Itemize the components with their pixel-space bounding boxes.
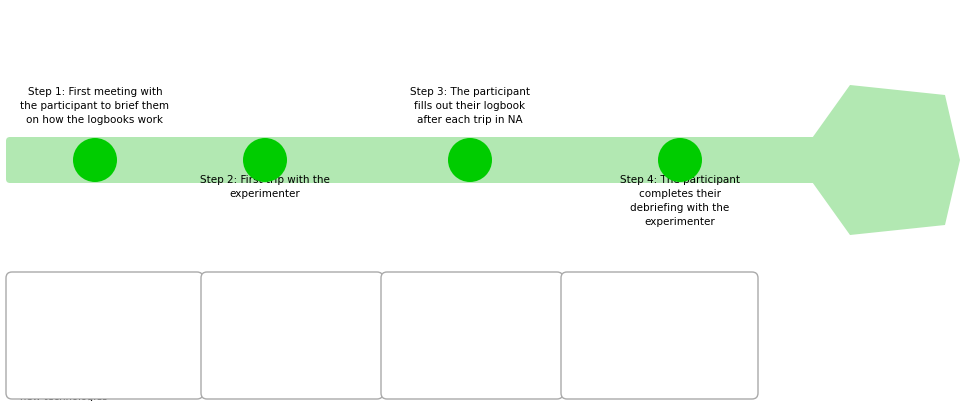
Text: Acceptance survey

Satisfaction survey: Acceptance survey Satisfaction survey [215, 288, 311, 328]
FancyBboxPatch shape [201, 272, 383, 399]
FancyBboxPatch shape [6, 272, 203, 399]
Text: Step 2: First trip with the
experimenter: Step 2: First trip with the experimenter [200, 175, 330, 199]
Text: Acceptance survey: Acceptance survey [575, 288, 670, 298]
Ellipse shape [73, 138, 117, 182]
Text: Step 3: The participant
fills out their logbook
after each trip in NA: Step 3: The participant fills out their … [410, 87, 530, 125]
Text: Step 1: First meeting with
the participant to brief them
on how the logbooks wor: Step 1: First meeting with the participa… [20, 87, 170, 125]
FancyBboxPatch shape [561, 272, 758, 399]
FancyBboxPatch shape [381, 272, 563, 399]
Ellipse shape [658, 138, 702, 182]
Ellipse shape [448, 138, 492, 182]
Polygon shape [810, 85, 960, 235]
Ellipse shape [243, 138, 287, 182]
Text: Satisfaction survey: Satisfaction survey [395, 288, 490, 298]
FancyBboxPatch shape [6, 137, 834, 183]
Bar [10, 137, 830, 183]
Text: Step 4: The participant
completes their
debriefing with the
experimenter: Step 4: The participant completes their … [620, 175, 740, 227]
Text: Socio-demographic survey

Satisfaction survey regarding
the current means of
tra: Socio-demographic survey Satisfaction su… [20, 288, 167, 401]
